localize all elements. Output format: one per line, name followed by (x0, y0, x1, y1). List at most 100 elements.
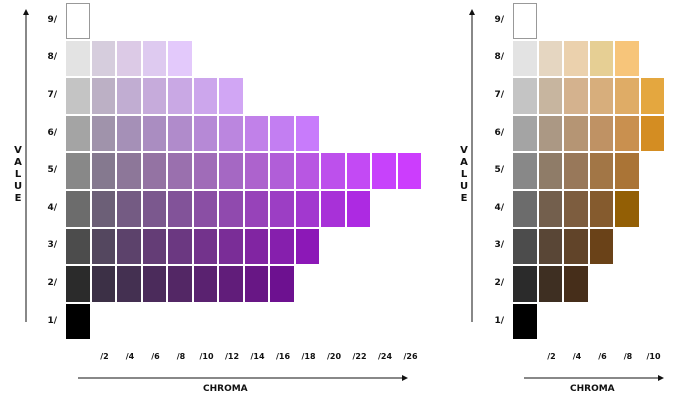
color-swatch (295, 191, 319, 227)
chroma-label: /14 (250, 352, 265, 361)
color-swatch (321, 153, 345, 189)
color-swatch (538, 40, 562, 77)
neutral-swatch (513, 78, 537, 114)
color-swatch (193, 228, 217, 265)
color-swatch (244, 153, 268, 189)
color-swatch (117, 266, 141, 302)
chroma-label: /8 (623, 352, 633, 361)
chroma-label: /2 (100, 352, 109, 361)
color-swatch (168, 153, 192, 189)
color-swatch (219, 115, 243, 152)
color-swatch (295, 153, 319, 189)
color-swatch (168, 266, 192, 302)
color-swatch (564, 153, 588, 189)
color-swatch (219, 78, 243, 114)
value-label: 6/ (494, 127, 504, 138)
color-swatch (193, 153, 217, 189)
color-swatch (564, 191, 588, 227)
color-swatch (538, 78, 562, 114)
color-swatch (193, 78, 217, 114)
color-swatch (640, 115, 664, 152)
neutral-swatch (66, 228, 90, 265)
chroma-label: /2 (547, 352, 556, 361)
neutral-swatch (513, 303, 537, 340)
color-swatch (564, 40, 588, 77)
color-swatch (589, 191, 613, 227)
color-swatch (270, 115, 294, 152)
neutral-swatch (513, 115, 537, 152)
color-swatch (589, 153, 613, 189)
color-swatch (321, 191, 345, 227)
color-swatch (142, 266, 166, 302)
value-axis-title: VALUE (13, 145, 23, 204)
neutral-swatch (513, 40, 537, 77)
color-swatch (615, 191, 639, 227)
color-swatch (91, 266, 115, 302)
value-label: 3/ (47, 240, 57, 251)
chroma-label: /24 (377, 352, 393, 361)
color-swatch (538, 153, 562, 189)
neutral-swatch (513, 228, 537, 265)
value-label: 1/ (494, 315, 504, 326)
color-swatch (346, 191, 370, 227)
color-swatch (117, 153, 141, 189)
color-swatch (615, 115, 639, 152)
color-swatch (142, 78, 166, 114)
neutral-swatch (513, 153, 537, 189)
neutral-swatch (513, 266, 537, 302)
chroma-label: /20 (326, 352, 342, 361)
neutral-swatch (66, 153, 90, 189)
color-swatch (219, 153, 243, 189)
chroma-label: /12 (224, 352, 240, 361)
neutral-swatch (66, 40, 90, 77)
value-label: 1/ (47, 315, 57, 326)
color-swatch (91, 78, 115, 114)
color-swatch (397, 153, 421, 189)
value-axis-title: VALUE (459, 145, 469, 204)
color-swatch (270, 153, 294, 189)
value-label: 4/ (494, 202, 504, 213)
value-label: 9/ (47, 14, 57, 25)
value-label: 5/ (47, 165, 57, 176)
color-swatch (615, 40, 639, 77)
color-swatch (219, 191, 243, 227)
color-swatch (244, 228, 268, 265)
neutral-swatch (66, 303, 90, 340)
color-swatch (117, 78, 141, 114)
color-swatch (117, 40, 141, 77)
color-swatch (193, 191, 217, 227)
value-label: 7/ (47, 90, 57, 100)
color-swatch (589, 228, 613, 265)
color-swatch (372, 153, 396, 189)
color-swatch (142, 115, 166, 152)
color-swatch (193, 115, 217, 152)
chroma-label: /6 (151, 352, 160, 361)
value-label: 9/ (494, 14, 504, 25)
color-swatch (244, 191, 268, 227)
color-swatch (538, 115, 562, 152)
color-swatch (91, 40, 115, 77)
chroma-label: /4 (572, 352, 582, 361)
color-swatch (117, 228, 141, 265)
color-swatch (117, 115, 141, 152)
color-swatch (91, 115, 115, 152)
color-swatch (91, 191, 115, 227)
chroma-label: /10 (646, 352, 661, 361)
value-label: 2/ (47, 278, 57, 288)
color-swatch (564, 115, 588, 152)
value-label: 5/ (494, 165, 504, 176)
value-label: 7/ (494, 90, 504, 100)
neutral-swatch (66, 191, 90, 227)
color-swatch (168, 78, 192, 114)
color-swatch (615, 78, 639, 114)
color-swatch (270, 191, 294, 227)
neutral-swatch (513, 3, 537, 39)
neutral-swatch (66, 115, 90, 152)
chroma-label: /22 (352, 352, 367, 361)
value-label: 6/ (47, 127, 57, 138)
value-label: 2/ (494, 278, 504, 288)
chroma-label: /26 (403, 352, 418, 361)
color-swatch (244, 266, 268, 302)
chroma-label: /4 (125, 352, 135, 361)
color-swatch (538, 191, 562, 227)
